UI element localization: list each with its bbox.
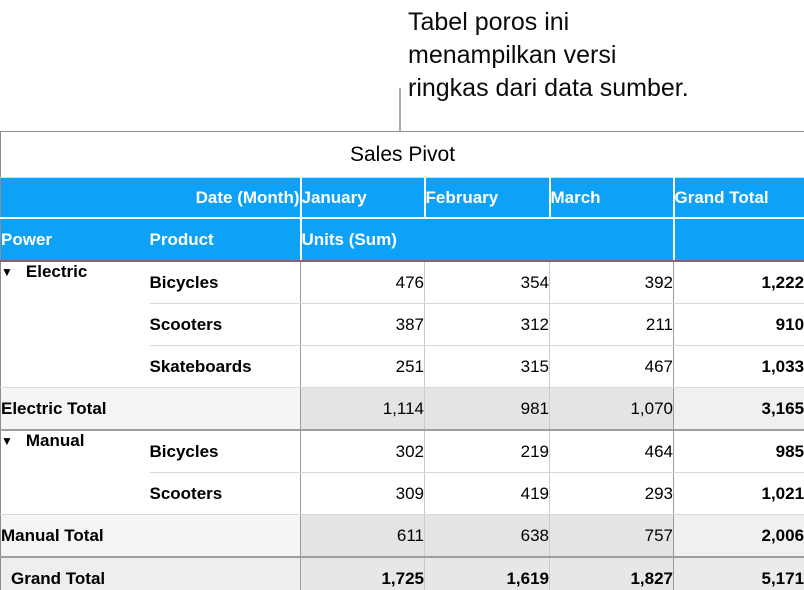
value-cell-jan[interactable]: 302 xyxy=(300,430,425,473)
subtotal-cell-mar[interactable]: 757 xyxy=(549,514,674,558)
table-title[interactable]: Sales Pivot xyxy=(0,131,804,178)
grand-total-label[interactable]: Grand Total xyxy=(0,557,301,590)
disclosure-triangle-icon[interactable]: ▼ xyxy=(1,434,13,448)
value-cell-mar[interactable]: 293 xyxy=(549,472,674,515)
annotation-line-2: menampilkan versi xyxy=(408,41,617,69)
subtotal-label[interactable]: Manual Total xyxy=(0,514,301,558)
value-cell-mar[interactable]: 467 xyxy=(549,345,674,388)
row-total-cell[interactable]: 1,033 xyxy=(672,345,804,388)
subtotal-cell-jan[interactable]: 1,114 xyxy=(300,387,425,431)
header-march[interactable]: March xyxy=(548,177,674,219)
value-cell-feb[interactable]: 354 xyxy=(424,261,550,304)
value-cell-jan[interactable]: 387 xyxy=(300,303,425,346)
product-cell[interactable]: Scooters xyxy=(149,303,301,346)
table-row-manual-total: Manual Total 611 638 757 2,006 xyxy=(0,514,804,558)
value-cell-jan[interactable]: 309 xyxy=(300,472,425,515)
header-february[interactable]: February xyxy=(423,177,550,219)
column-header-row: Date (Month) January February March Gran… xyxy=(0,177,804,219)
header-grand-total-spacer[interactable] xyxy=(672,218,804,262)
grand-total-cell-all[interactable]: 5,171 xyxy=(672,557,804,590)
product-cell[interactable]: Bicycles xyxy=(149,261,301,304)
table-row-electric-skateboards: Skateboards 251 315 467 1,033 xyxy=(1,345,804,388)
row-total-cell[interactable]: 1,222 xyxy=(672,261,804,304)
grand-total-cell-mar[interactable]: 1,827 xyxy=(549,557,674,590)
row-total-cell[interactable]: 1,021 xyxy=(672,472,804,515)
group-cell-electric[interactable]: ▼ Electric xyxy=(0,261,150,388)
value-cell-feb[interactable]: 312 xyxy=(424,303,550,346)
group-cell-manual[interactable]: ▼ Manual xyxy=(0,430,150,515)
subtotal-grand-cell[interactable]: 2,006 xyxy=(672,514,804,558)
table-row-electric-scooters: Scooters 387 312 211 910 xyxy=(1,303,804,346)
subtotal-cell-feb[interactable]: 981 xyxy=(424,387,550,431)
product-cell[interactable]: Scooters xyxy=(149,472,301,515)
header-power[interactable]: Power xyxy=(0,218,150,262)
product-cell[interactable]: Bicycles xyxy=(149,430,301,473)
value-cell-mar[interactable]: 464 xyxy=(549,430,674,473)
subtotal-label[interactable]: Electric Total xyxy=(0,387,301,431)
table-row-electric-total: Electric Total 1,114 981 1,070 3,165 xyxy=(0,387,804,431)
grand-total-cell-jan[interactable]: 1,725 xyxy=(300,557,425,590)
header-grand-total[interactable]: Grand Total xyxy=(672,177,804,219)
table-row-manual-bicycles: ▼ Manual Bicycles 302 219 464 985 xyxy=(0,430,804,515)
table-row-manual-scooters: Scooters 309 419 293 1,021 xyxy=(1,472,804,515)
value-cell-mar[interactable]: 211 xyxy=(549,303,674,346)
header-units-sum[interactable]: Units (Sum) xyxy=(299,218,674,262)
subtotal-cell-jan[interactable]: 611 xyxy=(300,514,425,558)
row-total-cell[interactable]: 910 xyxy=(672,303,804,346)
grand-total-cell-feb[interactable]: 1,619 xyxy=(424,557,550,590)
table-row-electric-bicycles: ▼ Electric Bicycles 476 354 392 1,222 xyxy=(0,261,804,388)
annotation-line-3: ringkas dari data sumber. xyxy=(408,74,689,102)
value-cell-feb[interactable]: 219 xyxy=(424,430,550,473)
pivot-table: Sales Pivot Date (Month) January Februar… xyxy=(0,131,804,590)
table-row-grand-total: Grand Total 1,725 1,619 1,827 5,171 xyxy=(0,557,804,590)
header-january[interactable]: January xyxy=(299,177,425,219)
value-cell-jan[interactable]: 251 xyxy=(300,345,425,388)
group-label-manual: Manual xyxy=(25,431,85,450)
product-cell[interactable]: Skateboards xyxy=(149,345,301,388)
disclosure-triangle-icon[interactable]: ▼ xyxy=(1,265,13,279)
header-date-month[interactable]: Date (Month) xyxy=(0,177,301,219)
header-product[interactable]: Product xyxy=(149,218,301,262)
value-cell-feb[interactable]: 315 xyxy=(424,345,550,388)
annotation-text: Tabel poros ini menampilkan versi ringka… xyxy=(408,6,689,105)
field-header-row: Power Product Units (Sum) xyxy=(0,218,804,262)
subtotal-cell-feb[interactable]: 638 xyxy=(424,514,550,558)
table-title-row: Sales Pivot xyxy=(0,131,804,178)
annotation-line-1: Tabel poros ini xyxy=(408,8,570,36)
value-cell-mar[interactable]: 392 xyxy=(549,261,674,304)
group-label-electric: Electric xyxy=(25,262,88,281)
value-cell-jan[interactable]: 476 xyxy=(300,261,425,304)
row-total-cell[interactable]: 985 xyxy=(672,430,804,473)
subtotal-cell-mar[interactable]: 1,070 xyxy=(549,387,674,431)
subtotal-grand-cell[interactable]: 3,165 xyxy=(672,387,804,431)
annotation-callout-line xyxy=(399,88,401,131)
value-cell-feb[interactable]: 419 xyxy=(424,472,550,515)
